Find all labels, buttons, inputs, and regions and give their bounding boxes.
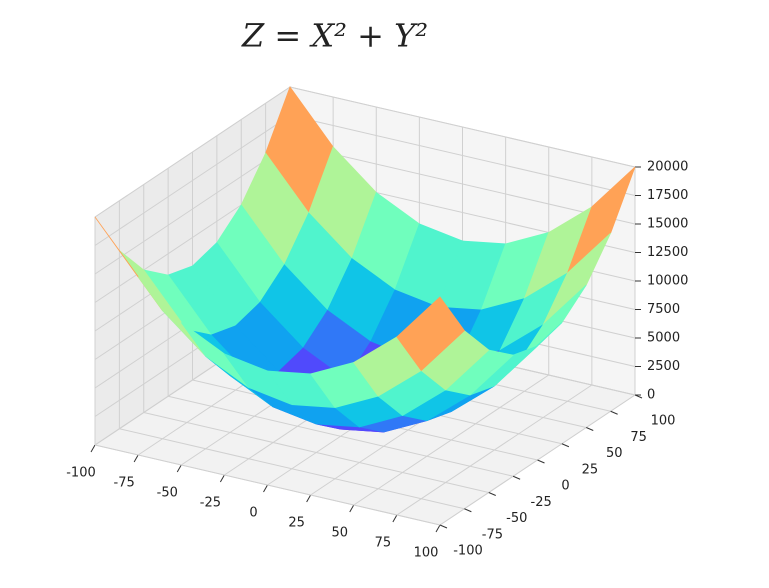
z-tick-label: 17500 — [647, 188, 688, 203]
grid-line — [94, 86, 291, 218]
x-tick-label: 100 — [414, 546, 439, 561]
grid-line — [94, 444, 441, 526]
x-tick-label: 50 — [331, 526, 348, 541]
z-tick-label: 5000 — [647, 331, 680, 346]
tick-mark — [464, 508, 472, 513]
z-tick-label: 2500 — [647, 359, 680, 374]
tick-mark — [610, 410, 618, 415]
x-tick-label: -25 — [200, 496, 221, 511]
z-tick-label: 7500 — [647, 302, 680, 317]
y-tick-label: 75 — [630, 430, 647, 445]
tick-mark — [586, 427, 594, 431]
tick-mark — [439, 524, 448, 529]
tick-mark — [488, 492, 496, 496]
y-tick-label: -75 — [482, 527, 503, 542]
tick-mark — [176, 464, 182, 473]
x-tick-label: 0 — [249, 506, 257, 521]
y-tick-label: 25 — [582, 462, 599, 477]
grid-line — [143, 412, 489, 493]
z-tick-label: 0 — [647, 388, 655, 403]
grid-line — [289, 86, 636, 168]
tick-mark — [90, 444, 96, 453]
y-tick-label: -100 — [453, 544, 483, 559]
chart-title: Z = X² + Y² — [241, 17, 428, 55]
tick-mark — [392, 514, 398, 523]
y-tick-label: 100 — [651, 414, 676, 429]
tick-mark — [349, 504, 355, 513]
y-tick-label: -25 — [531, 495, 552, 510]
y-tick-label: -50 — [506, 511, 527, 526]
tick-mark — [512, 475, 521, 480]
grid-line — [94, 143, 291, 275]
tick-mark — [133, 454, 139, 463]
tick-mark — [306, 494, 312, 503]
tick-mark — [435, 524, 441, 533]
y-tick-label: 0 — [561, 479, 569, 494]
z-tick-label: 20000 — [647, 160, 688, 175]
grid-line — [94, 115, 291, 246]
x-tick-label: -75 — [114, 476, 135, 491]
grid-line — [289, 143, 636, 225]
z-tick-label: 10000 — [647, 274, 688, 289]
z-tick-label: 15000 — [647, 217, 688, 232]
grid-line — [289, 115, 636, 196]
surface-patch — [396, 296, 465, 372]
x-tick-label: -100 — [66, 466, 96, 481]
z-tick-label: 12500 — [647, 245, 688, 260]
x-tick-label: -50 — [157, 486, 178, 501]
tick-mark — [537, 459, 545, 464]
x-tick-label: 75 — [375, 536, 392, 551]
tick-mark — [263, 484, 268, 493]
grid-line — [119, 428, 465, 510]
tick-mark — [561, 443, 570, 448]
grid-line — [168, 395, 514, 477]
x-tick-label: 25 — [288, 516, 305, 531]
y-tick-label: 50 — [606, 446, 623, 461]
tick-mark — [219, 474, 225, 483]
